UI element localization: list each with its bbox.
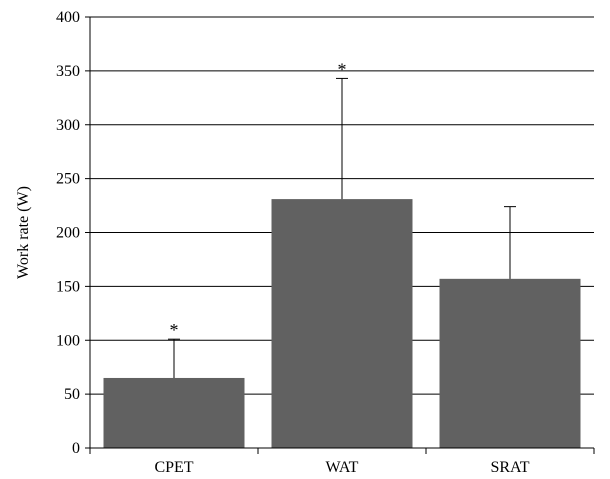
y-tick-label: 350 <box>56 63 80 80</box>
x-ticks: CPET WAT SRAT <box>89 448 595 476</box>
error-bar-cpet <box>168 338 180 378</box>
y-tick-label: 250 <box>56 171 80 188</box>
y-tick-label: 100 <box>56 332 80 349</box>
bars <box>103 199 581 448</box>
significance-mark: * <box>170 320 179 340</box>
x-tick-label: SRAT <box>490 459 529 476</box>
y-tick-label: 400 <box>56 9 80 26</box>
error-bar-srat <box>504 206 516 279</box>
y-tick-label: 50 <box>64 386 80 403</box>
error-bar-wat <box>336 77 348 200</box>
y-tick-label: 0 <box>72 440 80 457</box>
y-tick-label: 200 <box>56 225 80 242</box>
significance-marks: ** <box>170 59 347 340</box>
x-tick-label: CPET <box>154 459 193 476</box>
significance-mark: * <box>338 59 347 79</box>
bar-wat <box>271 199 413 448</box>
error-bars <box>168 77 516 378</box>
y-axis-title: Work rate (W) <box>15 186 32 279</box>
y-ticks: 0 50 100 150 200 250 300 350 400 <box>56 9 90 457</box>
x-tick-label: WAT <box>326 459 359 476</box>
y-tick-label: 150 <box>56 278 80 295</box>
bar-cpet <box>103 377 245 448</box>
bar-srat <box>439 278 581 448</box>
y-tick-label: 300 <box>56 117 80 134</box>
